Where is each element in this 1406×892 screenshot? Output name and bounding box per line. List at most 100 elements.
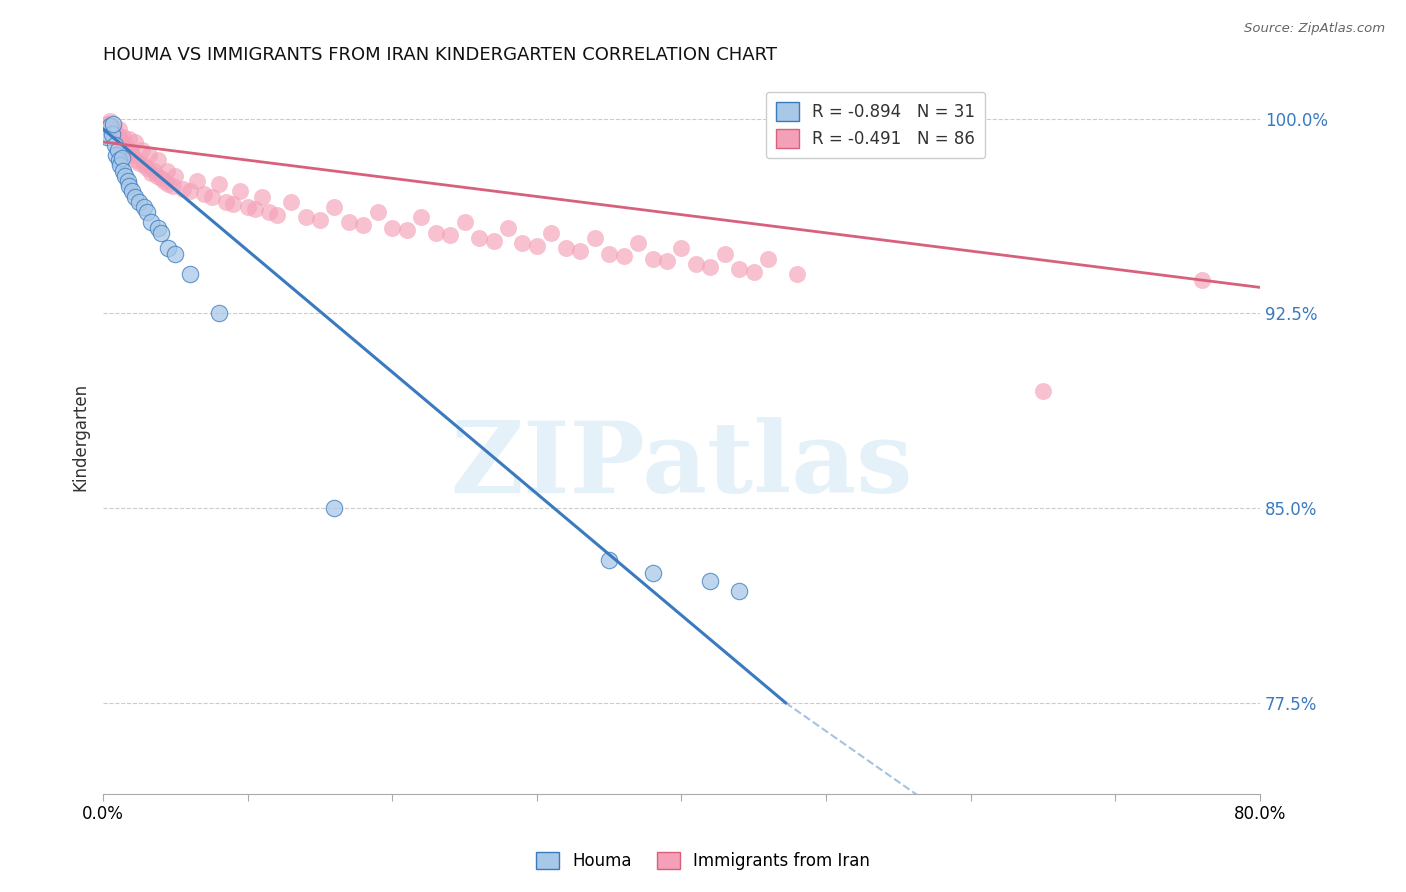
Point xyxy=(114,137,136,152)
Point xyxy=(131,143,153,157)
Point xyxy=(125,153,148,168)
Point xyxy=(135,205,157,219)
Point xyxy=(165,246,187,260)
Point xyxy=(101,127,124,141)
Point xyxy=(124,189,146,203)
Point xyxy=(103,117,125,131)
Point xyxy=(112,129,135,144)
Point xyxy=(742,265,765,279)
Text: HOUMA VS IMMIGRANTS FROM IRAN KINDERGARTEN CORRELATION CHART: HOUMA VS IMMIGRANTS FROM IRAN KINDERGART… xyxy=(103,46,778,64)
Point xyxy=(117,174,139,188)
Point xyxy=(145,169,167,183)
Point xyxy=(367,205,389,219)
Point xyxy=(309,212,332,227)
Point xyxy=(115,140,138,154)
Point xyxy=(108,153,131,168)
Point xyxy=(110,158,132,172)
Point xyxy=(266,208,288,222)
Text: Source: ZipAtlas.com: Source: ZipAtlas.com xyxy=(1244,22,1385,36)
Point xyxy=(215,194,238,209)
Point xyxy=(107,129,129,144)
Point xyxy=(193,186,215,201)
Point xyxy=(114,169,136,183)
Point xyxy=(117,143,139,157)
Point xyxy=(165,169,187,183)
Point xyxy=(699,260,721,274)
Point xyxy=(96,117,118,131)
Point xyxy=(135,161,157,175)
Point xyxy=(337,215,360,229)
Point xyxy=(482,234,505,248)
Point xyxy=(323,501,346,516)
Point xyxy=(124,135,146,149)
Legend: Houma, Immigrants from Iran: Houma, Immigrants from Iran xyxy=(529,845,877,877)
Point xyxy=(243,202,266,217)
Point xyxy=(146,220,169,235)
Point xyxy=(172,182,194,196)
Point xyxy=(250,189,273,203)
Point xyxy=(156,163,179,178)
Point xyxy=(352,218,374,232)
Point xyxy=(98,120,121,134)
Point xyxy=(323,200,346,214)
Point xyxy=(411,211,433,225)
Point xyxy=(512,236,534,251)
Point xyxy=(103,122,125,136)
Point xyxy=(641,566,664,580)
Point xyxy=(118,132,141,146)
Point xyxy=(526,239,548,253)
Point xyxy=(569,244,592,258)
Point xyxy=(153,174,176,188)
Point xyxy=(439,228,461,243)
Point xyxy=(108,122,131,136)
Point xyxy=(222,197,245,211)
Point xyxy=(453,215,475,229)
Point xyxy=(468,231,491,245)
Point xyxy=(107,143,129,157)
Point xyxy=(142,163,165,178)
Point xyxy=(1032,384,1054,399)
Text: ZIPatlas: ZIPatlas xyxy=(450,417,912,514)
Point xyxy=(110,132,132,146)
Point xyxy=(96,129,118,144)
Point xyxy=(105,127,128,141)
Point xyxy=(111,151,134,165)
Point xyxy=(128,194,150,209)
Point xyxy=(236,200,259,214)
Point xyxy=(132,200,155,214)
Point xyxy=(259,205,281,219)
Point xyxy=(728,584,751,599)
Point xyxy=(786,268,808,282)
Point xyxy=(208,306,231,320)
Point xyxy=(121,184,143,198)
Point xyxy=(395,223,418,237)
Point xyxy=(157,177,180,191)
Point xyxy=(583,231,606,245)
Point xyxy=(598,553,620,567)
Legend: R = -0.894   N = 31, R = -0.491   N = 86: R = -0.894 N = 31, R = -0.491 N = 86 xyxy=(766,92,986,159)
Point xyxy=(425,226,447,240)
Point xyxy=(179,268,201,282)
Point xyxy=(138,148,160,162)
Point xyxy=(381,220,404,235)
Point xyxy=(1379,277,1402,292)
Point xyxy=(613,249,636,263)
Point xyxy=(756,252,779,266)
Point xyxy=(132,158,155,172)
Point xyxy=(1191,272,1213,286)
Point xyxy=(105,148,128,162)
Point xyxy=(157,242,180,256)
Point xyxy=(104,137,127,152)
Point xyxy=(120,145,142,160)
Point xyxy=(179,184,201,198)
Point xyxy=(139,215,162,229)
Point xyxy=(149,171,172,186)
Point xyxy=(554,242,576,256)
Point xyxy=(641,252,664,266)
Y-axis label: Kindergarten: Kindergarten xyxy=(72,383,89,491)
Point xyxy=(149,226,172,240)
Point xyxy=(112,163,135,178)
Point xyxy=(101,120,124,134)
Point xyxy=(280,194,302,209)
Point xyxy=(200,189,222,203)
